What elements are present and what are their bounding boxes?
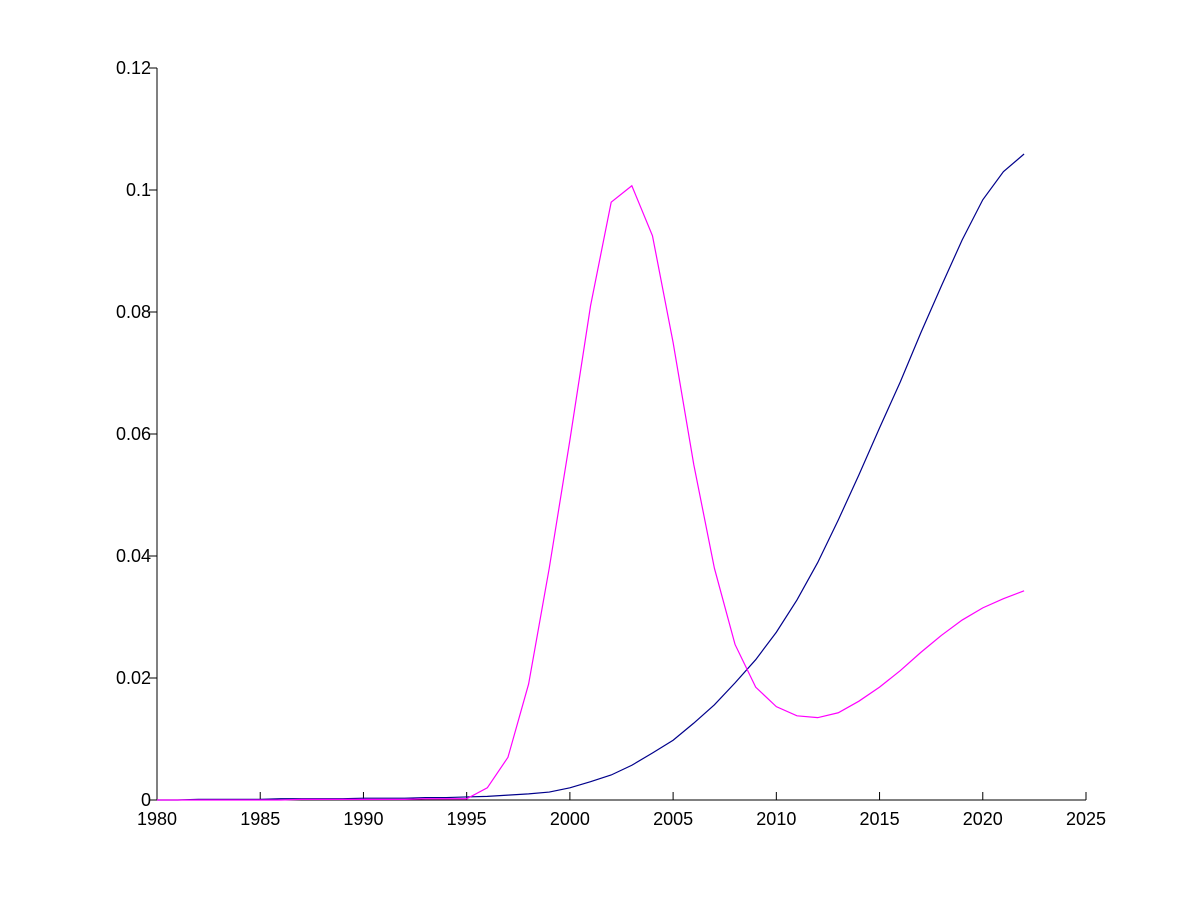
x-tick-label: 2025 (1066, 809, 1106, 829)
x-tick-label: 2010 (756, 809, 796, 829)
x-tick-label: 2005 (653, 809, 693, 829)
y-tick-label: 0.02 (116, 668, 151, 688)
x-tick-label: 1980 (137, 809, 177, 829)
y-tick-label: 0.04 (116, 546, 151, 566)
series-line (157, 153, 1025, 801)
x-tick-label: 2020 (963, 809, 1003, 829)
y-tick-label: 0.12 (116, 58, 151, 78)
x-tick-label: 2000 (550, 809, 590, 829)
series-line (157, 184, 1025, 801)
x-tick-label: 1990 (343, 809, 383, 829)
y-tick-label: 0 (141, 790, 151, 810)
x-tick-label: 2015 (860, 809, 900, 829)
y-tick-label: 0.1 (126, 180, 151, 200)
x-tick-label: 1995 (447, 809, 487, 829)
y-tick-label: 0.06 (116, 424, 151, 444)
x-tick-label: 1985 (240, 809, 280, 829)
y-tick-label: 0.08 (116, 302, 151, 322)
